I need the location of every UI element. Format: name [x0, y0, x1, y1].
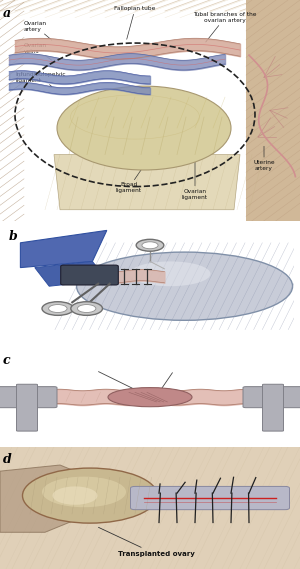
Circle shape: [71, 302, 103, 315]
Circle shape: [42, 302, 74, 315]
Text: Ovarian
veins: Ovarian veins: [24, 43, 52, 60]
Polygon shape: [0, 465, 90, 533]
Text: b: b: [9, 230, 18, 244]
Text: c: c: [3, 354, 10, 367]
Ellipse shape: [42, 477, 126, 507]
Ellipse shape: [130, 261, 211, 286]
Text: Uterine
artery: Uterine artery: [253, 146, 275, 171]
FancyBboxPatch shape: [130, 486, 290, 510]
FancyBboxPatch shape: [16, 384, 38, 431]
Text: Ovarian
artery: Ovarian artery: [24, 21, 52, 40]
Ellipse shape: [76, 252, 292, 320]
Polygon shape: [35, 261, 107, 286]
Circle shape: [77, 304, 96, 312]
Polygon shape: [0, 447, 300, 569]
Text: a: a: [3, 7, 11, 19]
FancyBboxPatch shape: [243, 387, 300, 407]
Text: Ovarian
ligament: Ovarian ligament: [182, 162, 208, 200]
Polygon shape: [54, 155, 240, 210]
Text: Fallopian tube: Fallopian tube: [114, 6, 156, 39]
Ellipse shape: [57, 86, 231, 170]
Circle shape: [142, 242, 158, 249]
Polygon shape: [0, 387, 54, 397]
Ellipse shape: [22, 468, 158, 523]
Text: d: d: [3, 453, 12, 466]
FancyBboxPatch shape: [0, 387, 57, 407]
Circle shape: [136, 240, 164, 251]
Text: Broad
ligament: Broad ligament: [116, 168, 142, 193]
FancyBboxPatch shape: [61, 265, 118, 285]
Ellipse shape: [52, 486, 98, 505]
FancyBboxPatch shape: [262, 384, 284, 431]
Circle shape: [49, 304, 67, 312]
Text: Tubal branches of the
ovarian artery: Tubal branches of the ovarian artery: [193, 13, 257, 42]
Polygon shape: [20, 230, 107, 267]
Text: Transplanted ovary: Transplanted ovary: [98, 527, 194, 557]
Text: Infundibulopelvic
ligament: Infundibulopelvic ligament: [15, 72, 65, 86]
Ellipse shape: [108, 387, 192, 407]
Polygon shape: [246, 0, 300, 221]
Polygon shape: [246, 387, 300, 397]
